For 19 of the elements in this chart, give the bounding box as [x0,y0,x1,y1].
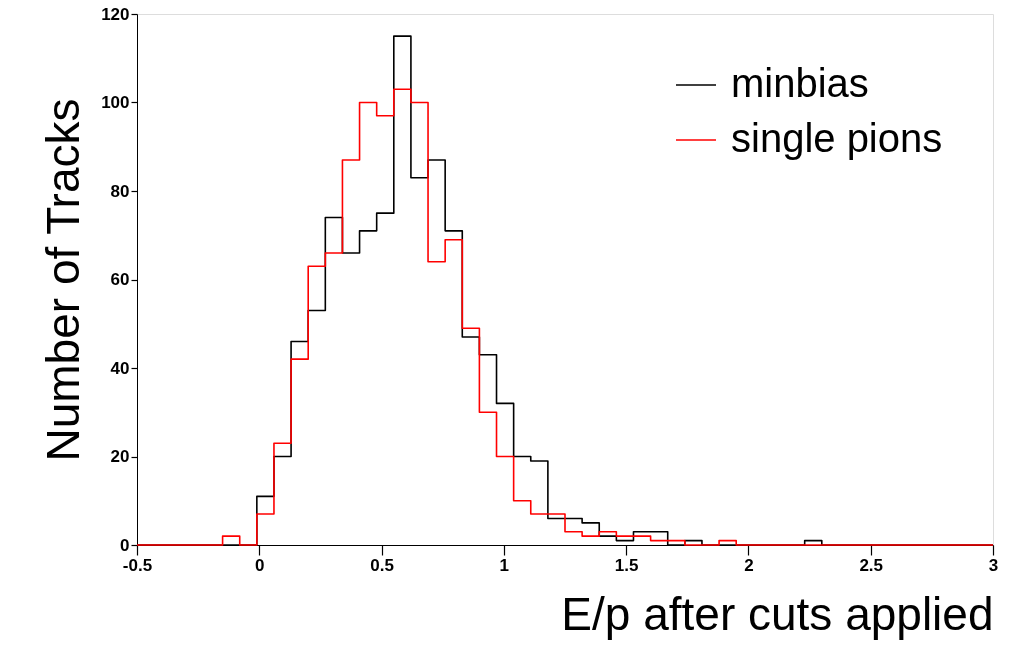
y-tick-label: 100 [101,93,130,112]
x-tick-label: 1 [499,555,510,575]
x-tick-label: 0.5 [370,555,394,575]
y-tick-label: 60 [110,270,130,289]
x-tick-label: 2 [744,555,754,575]
x-tick-label: -0.5 [122,555,153,575]
x-tick-label: 0 [255,555,265,575]
y-axis-title: Number of Tracks [37,98,90,462]
x-axis-title: E/p after cuts applied [561,587,994,640]
legend-label: single pions [731,116,943,160]
y-tick-label: 40 [110,358,130,378]
y-tick-label: 120 [101,4,130,24]
y-tick-label: 20 [110,447,130,466]
legend-label: minbias [731,61,869,105]
y-tick-label: 0 [120,535,130,555]
y-tick-label: 80 [110,181,130,201]
x-tick-label: 2.5 [859,555,884,575]
x-tick-label: 1.5 [614,555,639,575]
x-tick-label: 3 [988,555,999,575]
